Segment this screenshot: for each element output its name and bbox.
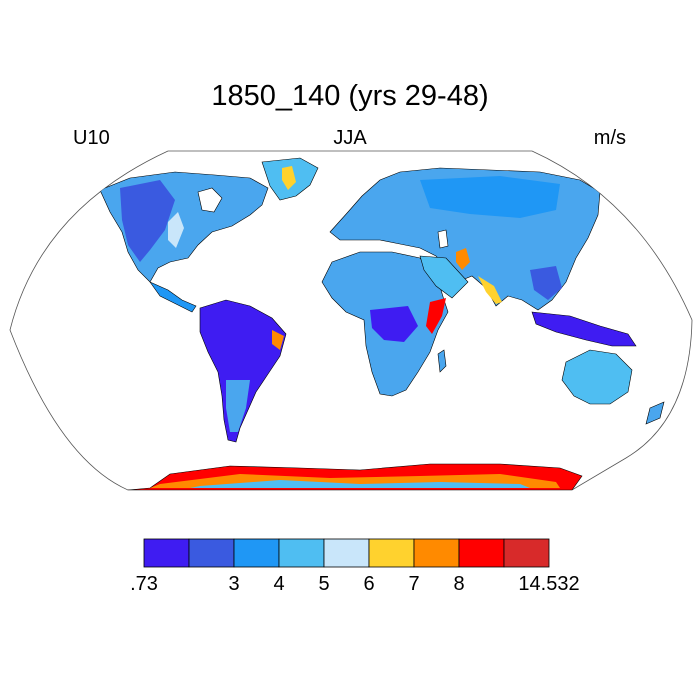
colorbar-tick-label: 5 <box>318 573 330 595</box>
colorbar-swatch <box>188 538 235 568</box>
new-zealand <box>645 401 665 425</box>
arabian-peninsula <box>419 255 469 299</box>
colorbar-swatch <box>413 538 460 568</box>
north-america-dark-west <box>120 180 175 262</box>
somali-jet <box>426 298 446 334</box>
south-america-south <box>226 380 250 432</box>
colorbar-swatch <box>143 538 190 568</box>
indonesia <box>531 311 637 347</box>
southeast-asia-dark <box>530 266 562 300</box>
brazil-east-warm <box>272 330 284 350</box>
colorbar-swatch <box>458 538 505 568</box>
india-warm <box>478 276 502 304</box>
units-label: m/s <box>593 127 626 149</box>
colorbar-tick-label: .73 <box>130 573 158 595</box>
colorbar-tick-label: 6 <box>363 573 375 595</box>
map-title: 1850_140 (yrs 29-48) <box>211 80 489 112</box>
central-africa-dark <box>370 306 418 342</box>
colorbar-tick-label: 4 <box>273 573 285 595</box>
colorbar-swatch <box>278 538 325 568</box>
central-america <box>149 281 197 313</box>
colorbar-tick-label: 3 <box>228 573 240 595</box>
antarctica-band-cyan <box>190 480 530 488</box>
variable-label: U10 <box>73 127 110 149</box>
season-label: JJA <box>333 127 367 149</box>
australia <box>561 349 633 405</box>
colorbar-swatch <box>368 538 415 568</box>
greenland-warm <box>282 166 296 190</box>
colorbar-swatch <box>323 538 370 568</box>
south-america <box>199 299 287 443</box>
north-america-light <box>168 212 184 248</box>
colorbar-tick-label: 14.532 <box>518 573 580 595</box>
himalaya-warm <box>456 248 470 270</box>
colorbar-swatch <box>503 538 550 568</box>
colorbar-tick-label: 8 <box>453 573 465 595</box>
madagascar <box>437 349 447 373</box>
hudson-bay <box>197 187 223 213</box>
eurasia-dark-north <box>420 176 560 218</box>
colorbar-swatch <box>233 538 280 568</box>
caspian-sea <box>437 229 449 249</box>
colorbar-tick-label: 7 <box>408 573 420 595</box>
